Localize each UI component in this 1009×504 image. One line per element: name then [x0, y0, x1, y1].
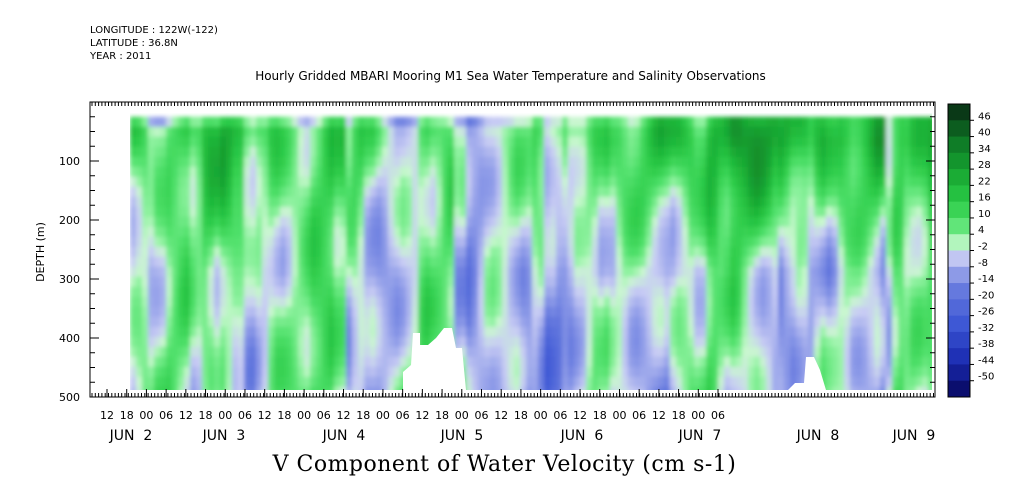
x-tick-label: 06	[159, 409, 173, 422]
x-date-label: JUN 6	[560, 428, 604, 444]
colorbar-cell	[948, 299, 970, 317]
x-tick-label: 18	[356, 409, 370, 422]
x-tick-label: 12	[494, 409, 508, 422]
colorbar-label: 40	[978, 128, 991, 139]
x-tick-label: 18	[435, 409, 449, 422]
y-axis: 100 200 300 400 500	[59, 116, 935, 404]
y-tick-label: 500	[59, 391, 80, 404]
colorbar-label: -32	[978, 323, 994, 334]
x-tick-label: 00	[534, 409, 548, 422]
colorbar: 46 40 34 28 22 16 10 4 -2 -8 -14 -20 -26 -32 -38 -44 -50	[947, 103, 994, 398]
colorbar-cell	[948, 201, 970, 219]
colorbar-label: -26	[978, 307, 994, 318]
x-tick-label: 00	[376, 409, 390, 422]
x-tick-label: 06	[553, 409, 567, 422]
x-tick-label: 00	[612, 409, 626, 422]
x-date-label: JUN 4	[322, 428, 366, 444]
colorbar-cell	[948, 266, 970, 284]
x-axis-title: V Component of Water Velocity (cm s-1)	[272, 452, 737, 477]
colorbar-label: -20	[978, 290, 994, 301]
colorbar-label: 16	[978, 193, 991, 204]
colorbar-cell	[948, 348, 970, 365]
chart-title: Hourly Gridded MBARI Mooring M1 Sea Wate…	[255, 69, 766, 83]
colorbar-label: -38	[978, 339, 994, 350]
colorbar-label: 46	[978, 111, 991, 122]
x-axis-ticks: 12 18 00 06 12 18 00 06 12 18 00 06 12 18 00 06 12 18 00 06…	[91, 102, 936, 444]
colorbar-cell	[948, 331, 970, 349]
x-tick-label: 18	[199, 409, 213, 422]
x-tick-label: 06	[238, 409, 252, 422]
x-tick-label: 06	[396, 409, 410, 422]
x-tick-label: 18	[277, 409, 291, 422]
x-date-label: JUN 8	[796, 428, 840, 444]
x-tick-label: 06	[711, 409, 725, 422]
colorbar-cell	[948, 120, 970, 138]
colorbar-label: 28	[978, 160, 991, 171]
x-date-label: JUN 9	[892, 428, 936, 444]
x-tick-label: 06	[632, 409, 646, 422]
y-tick-label: 400	[59, 332, 80, 345]
colorbar-label: -50	[978, 372, 994, 383]
y-axis-label: DEPTH (m)	[34, 222, 47, 282]
colorbar-label: 10	[978, 209, 991, 220]
x-tick-label: 06	[474, 409, 488, 422]
x-date-label: JUN 3	[202, 428, 246, 444]
x-date-label: JUN 7	[678, 428, 722, 444]
y-tick-label: 300	[59, 273, 80, 286]
colorbar-label: -2	[978, 242, 988, 253]
longitude-label: LONGITUDE : 122W(-122)	[90, 25, 218, 36]
colorbar-cell	[948, 283, 970, 300]
heatmap-field	[130, 116, 932, 390]
x-tick-label: 18	[120, 409, 134, 422]
colorbar-cell	[948, 136, 970, 154]
year-label: YEAR : 2011	[90, 51, 152, 62]
x-date-label: JUN 2	[109, 428, 153, 444]
colorbar-cell	[948, 152, 970, 170]
x-tick-label: 12	[100, 409, 114, 422]
colorbar-cell	[948, 234, 970, 251]
x-tick-label: 18	[593, 409, 607, 422]
colorbar-cell	[948, 250, 970, 268]
colorbar-label: 4	[978, 225, 984, 236]
colorbar-label: 34	[978, 144, 991, 155]
colorbar-cell	[948, 364, 970, 382]
x-tick-label: 06	[317, 409, 331, 422]
latitude-label: LATITUDE : 36.8N	[90, 38, 178, 49]
x-tick-label: 18	[672, 409, 686, 422]
colorbar-cell	[948, 169, 970, 186]
missing-data-region	[788, 357, 826, 390]
x-tick-label: 12	[337, 409, 351, 422]
x-tick-label: 00	[139, 409, 153, 422]
colorbar-cell	[948, 380, 970, 398]
colorbar-cell	[948, 315, 970, 333]
x-tick-label: 18	[514, 409, 528, 422]
x-tick-label: 00	[297, 409, 311, 422]
x-tick-label: 00	[691, 409, 705, 422]
x-date-label: JUN 5	[440, 428, 484, 444]
x-tick-label: 12	[179, 409, 193, 422]
colorbar-label: -8	[978, 258, 988, 269]
colorbar-label: 22	[978, 176, 991, 187]
y-tick-label: 100	[59, 155, 80, 168]
colorbar-cell	[948, 185, 970, 203]
missing-data-regions	[403, 328, 826, 390]
x-tick-label: 00	[218, 409, 232, 422]
x-tick-label: 00	[455, 409, 469, 422]
colorbar-label: -44	[978, 355, 994, 366]
x-tick-label: 12	[652, 409, 666, 422]
colorbar-cell	[948, 104, 970, 121]
y-tick-label: 200	[59, 214, 80, 227]
x-tick-label: 12	[415, 409, 429, 422]
colorbar-cell	[948, 217, 970, 235]
colorbar-label: -14	[978, 274, 994, 285]
missing-data-region	[403, 328, 466, 390]
x-tick-label: 12	[258, 409, 272, 422]
x-tick-label: 12	[573, 409, 587, 422]
